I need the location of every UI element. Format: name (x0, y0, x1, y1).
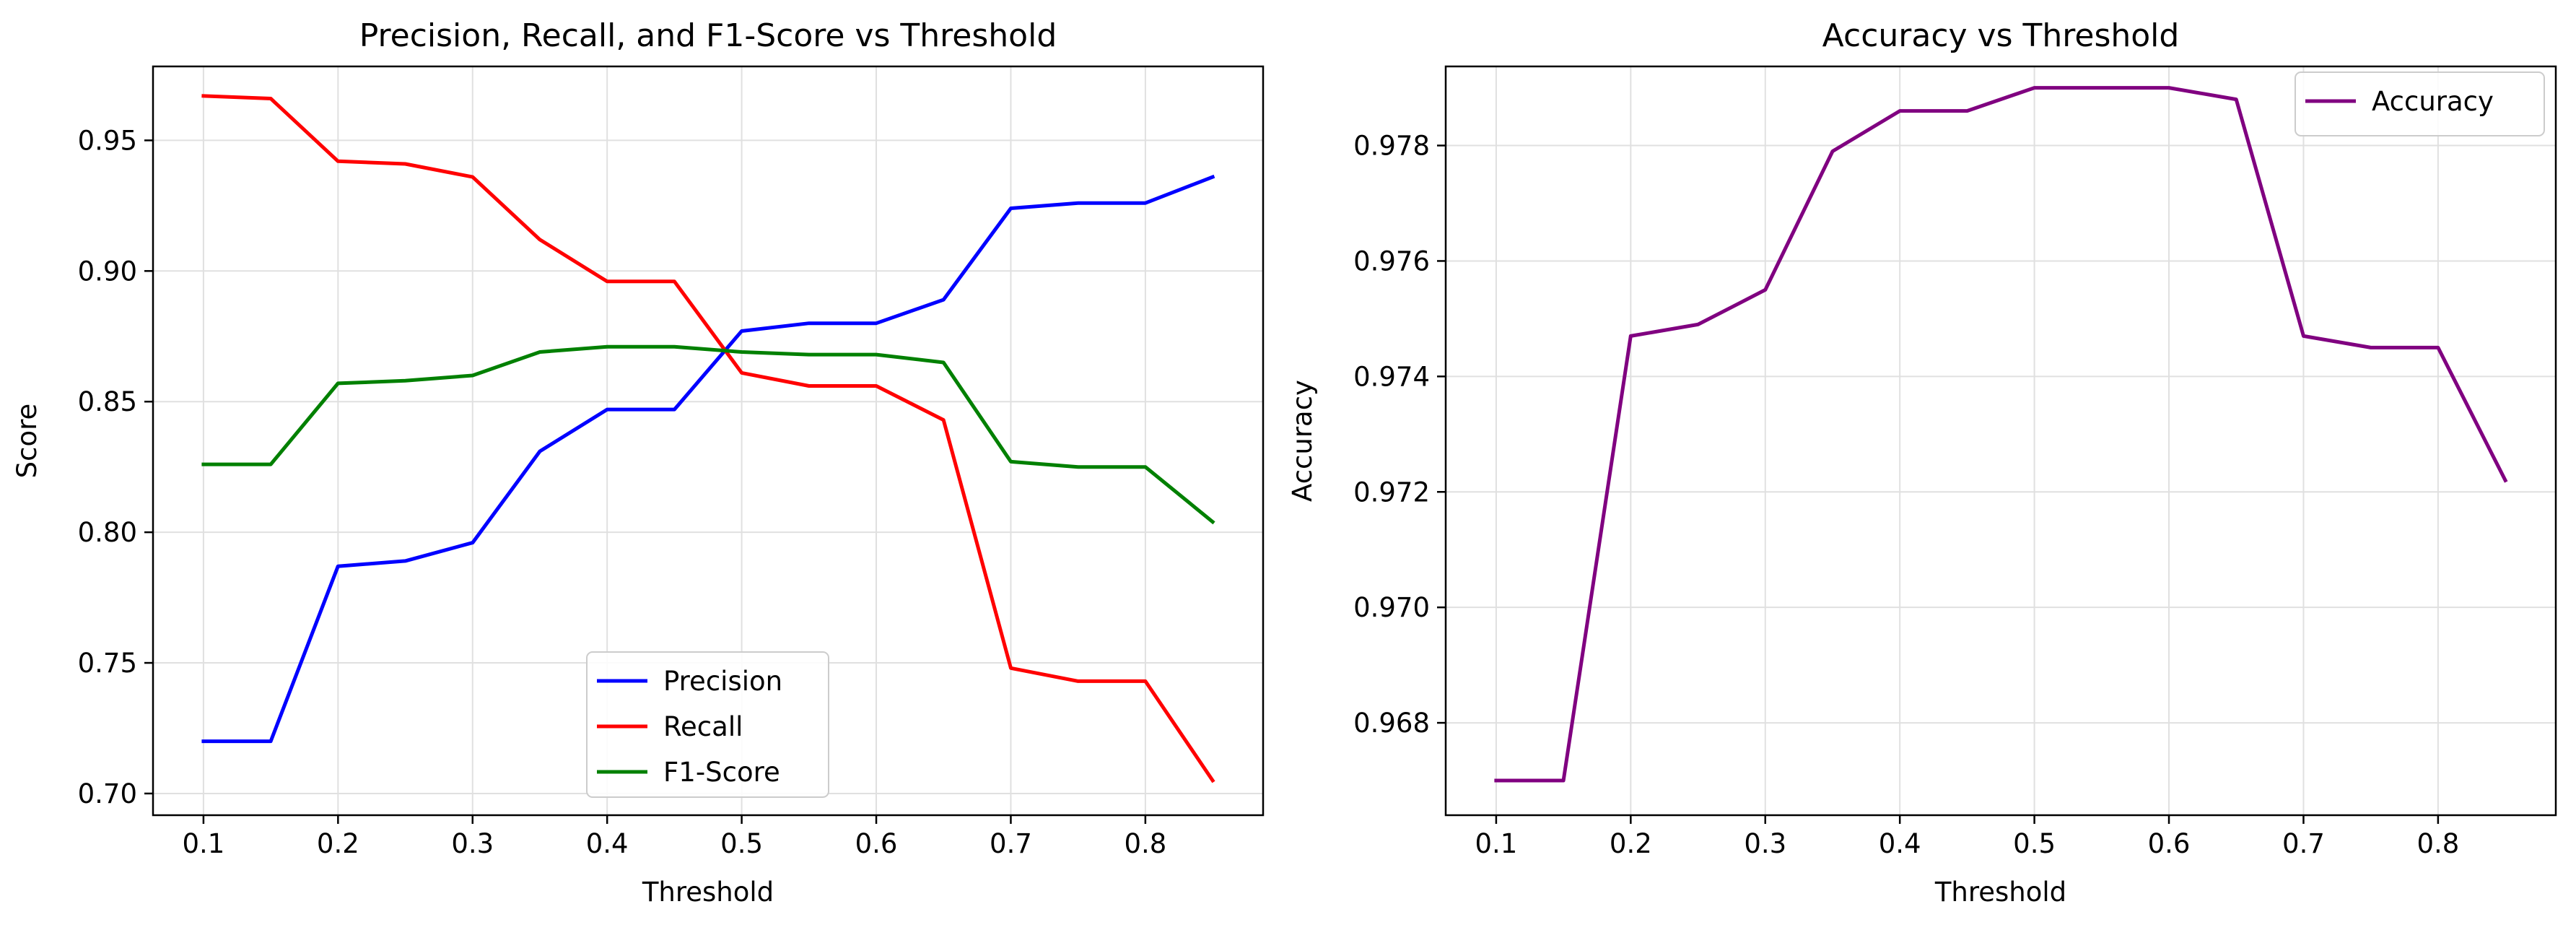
plot-frame (1444, 65, 2557, 817)
x-axis-label: Threshold (1934, 877, 2066, 908)
x-tick-label: 0.2 (1610, 828, 1652, 859)
x-tick-label: 0.4 (586, 828, 629, 859)
series-line-recall (201, 94, 1215, 783)
x-tick-label: 0.2 (317, 828, 359, 859)
y-tick-label: 0.976 (1353, 245, 1430, 277)
x-tick-label: 0.1 (182, 828, 224, 859)
y-tick-label: 0.972 (1353, 477, 1430, 508)
legend: Accuracy (2295, 71, 2545, 136)
y-tick-label: 0.75 (78, 648, 137, 679)
y-tick-label: 0.968 (1353, 708, 1430, 739)
series-line-precision (201, 174, 1215, 744)
y-tick-label: 0.85 (78, 386, 137, 417)
y-tick-label: 0.978 (1353, 131, 1430, 162)
x-tick-label: 0.4 (1879, 828, 1921, 859)
x-tick-label: 0.6 (855, 828, 898, 859)
plot-frame (152, 65, 1265, 817)
x-tick-label: 0.7 (990, 828, 1032, 859)
legend-label: F1-Score (663, 757, 780, 788)
y-axis-label: Accuracy (1287, 380, 1318, 502)
x-tick-label: 0.5 (2013, 828, 2056, 859)
x-axis-label: Threshold (642, 877, 774, 908)
legend-box (586, 651, 829, 798)
legend-label: Accuracy (2372, 86, 2494, 117)
x-tick-label: 0.1 (1475, 828, 1517, 859)
x-tick-label: 0.8 (1124, 828, 1166, 859)
chart-title: Precision, Recall, and F1-Score vs Thres… (359, 17, 1057, 54)
y-tick-label: 0.70 (78, 778, 137, 809)
legend-label: Precision (663, 666, 782, 697)
x-tick-label: 0.7 (2282, 828, 2325, 859)
series-line-accuracy (1494, 86, 2508, 783)
chart-panel-1: 0.1 0.2 0.3 0.4 0.5 0.6 0.7 0.8 0.70 0.75 0.80 0.85… (12, 17, 1265, 908)
x-tick-label: 0.5 (720, 828, 763, 859)
y-tick-label: 0.970 (1353, 592, 1430, 623)
x-tick-label: 0.6 (2148, 828, 2191, 859)
chart-panel-2: 0.1 0.2 0.3 0.4 0.5 0.6 0.7 0.8 0.968 0.970 0.972 0… (1287, 17, 2557, 908)
legend-box (2295, 71, 2545, 136)
y-axis-label: Score (12, 404, 43, 479)
chart-title: Accuracy vs Threshold (1822, 17, 2180, 54)
y-tick-label: 0.80 (78, 517, 137, 548)
y-tick-label: 0.974 (1353, 361, 1430, 392)
legend-label: Recall (663, 711, 743, 742)
y-tick-label: 0.90 (78, 256, 137, 287)
series-line-f1-score (201, 344, 1215, 525)
x-tick-label: 0.8 (2416, 828, 2459, 859)
legend: Precision Recall F1-Score (586, 651, 829, 798)
x-tick-label: 0.3 (451, 828, 494, 859)
y-tick-label: 0.95 (78, 125, 137, 156)
x-tick-label: 0.3 (1744, 828, 1786, 859)
